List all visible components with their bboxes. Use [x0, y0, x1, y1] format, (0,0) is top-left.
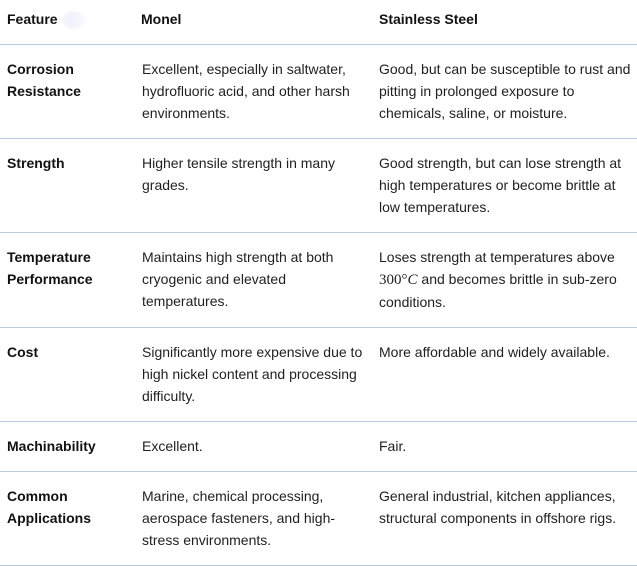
feature-cell: Common Applications	[7, 488, 92, 526]
monel-cell: Marine, chemical processing, aerospace f…	[142, 488, 336, 548]
monel-cell: Maintains high strength at both cryogeni…	[142, 249, 334, 309]
table-row: Machinability Excellent. Fair.	[0, 422, 637, 472]
monel-cell: Excellent.	[142, 438, 203, 454]
feature-cell: Temperature Performance	[7, 249, 93, 287]
feature-cell: Corrosion Resistance	[7, 61, 81, 99]
table-row: Corrosion Resistance Excellent, especial…	[0, 45, 637, 139]
monel-cell: Significantly more expensive due to high…	[142, 344, 363, 404]
feature-cell: Machinability	[7, 438, 96, 454]
stainless-cell: General industrial, kitchen appliances, …	[379, 488, 617, 526]
feature-cell: Strength	[7, 155, 65, 171]
math-temperature: 300°C	[379, 272, 418, 288]
column-header-feature: Feature	[0, 0, 135, 45]
table-row: Temperature Performance Maintains high s…	[0, 233, 637, 328]
monel-cell: Excellent, especially in saltwater, hydr…	[142, 61, 350, 121]
stainless-cell: Loses strength at temperatures above 300…	[379, 249, 617, 310]
table-header-row: Feature Monel Stainless Steel	[0, 0, 637, 45]
stainless-cell: More affordable and widely available.	[379, 344, 610, 360]
stainless-cell: Good strength, but can lose strength at …	[379, 155, 622, 215]
decorative-blob-icon	[61, 11, 86, 30]
stainless-cell: Fair.	[379, 438, 407, 454]
column-header-stainless-steel: Stainless Steel	[379, 11, 478, 27]
stainless-cell: Good, but can be susceptible to rust and…	[379, 61, 631, 121]
monel-cell: Higher tensile strength in many grades.	[142, 155, 335, 193]
table-row: Common Applications Marine, chemical pro…	[0, 472, 637, 566]
feature-cell: Cost	[7, 344, 39, 360]
column-header-monel: Monel	[141, 11, 182, 27]
table-row: Strength Higher tensile strength in many…	[0, 139, 637, 233]
table-row: Cost Significantly more expensive due to…	[0, 328, 637, 422]
